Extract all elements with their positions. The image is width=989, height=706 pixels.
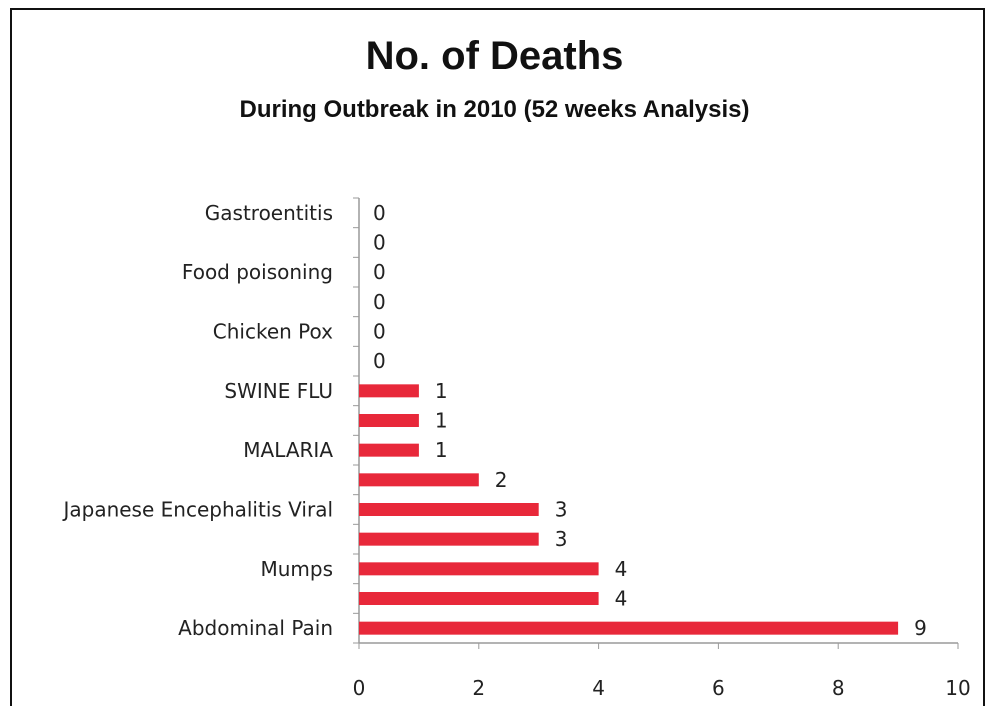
bar	[359, 443, 419, 457]
bar	[359, 562, 599, 576]
data-label: 3	[555, 498, 568, 522]
category-label: Food poisoning	[182, 260, 333, 284]
bar	[359, 414, 419, 427]
category-label: Abdominal Pain	[178, 616, 333, 640]
data-label: 0	[373, 320, 386, 344]
data-label: 0	[373, 260, 386, 284]
x-tick-label: 0	[353, 676, 366, 700]
bar	[359, 473, 479, 487]
bar	[359, 532, 539, 546]
category-label: Mumps	[260, 557, 333, 581]
x-tick-label: 8	[832, 676, 845, 700]
chart-title: No. of Deaths	[365, 34, 624, 78]
bar	[359, 384, 419, 398]
data-label: 0	[373, 201, 386, 225]
category-label: SWINE FLU	[224, 379, 333, 403]
x-tick-label: 6	[712, 676, 725, 700]
data-label: 1	[435, 409, 448, 433]
category-label: Gastroentitis	[205, 201, 333, 225]
x-tick-label: 10	[945, 676, 970, 700]
category-labels: Abdominal Pain Mumps Japanese Encephalitis…	[61, 201, 333, 640]
data-label: 0	[373, 349, 386, 373]
chart-frame	[10, 8, 985, 706]
data-label: 1	[435, 379, 448, 403]
chart-subtitle: During Outbreak in 2010 (52 weeks Analys…	[239, 96, 750, 123]
data-label: 3	[555, 527, 568, 551]
category-label: Japanese Encephalitis Viral	[61, 498, 333, 522]
data-label: 4	[615, 557, 628, 581]
bar	[359, 621, 899, 635]
data-label: 0	[373, 231, 386, 255]
x-tick-labels: 0 2 4 6 8 10	[353, 676, 971, 700]
bars-group	[359, 384, 899, 635]
category-label: MALARIA	[243, 438, 333, 462]
data-label: 2	[495, 468, 508, 492]
data-label: 1	[435, 438, 448, 462]
data-label: 4	[615, 587, 628, 611]
bar	[359, 503, 539, 516]
data-label: 9	[914, 616, 927, 640]
category-label: Chicken Pox	[213, 320, 333, 344]
x-tick-label: 2	[472, 676, 485, 700]
data-label: 0	[373, 290, 386, 314]
x-tick-label: 4	[592, 676, 605, 700]
bar	[359, 592, 599, 605]
data-labels: 9 4 4 3 3 2 1 1 1 0 0 0 0 0 0	[373, 201, 927, 640]
